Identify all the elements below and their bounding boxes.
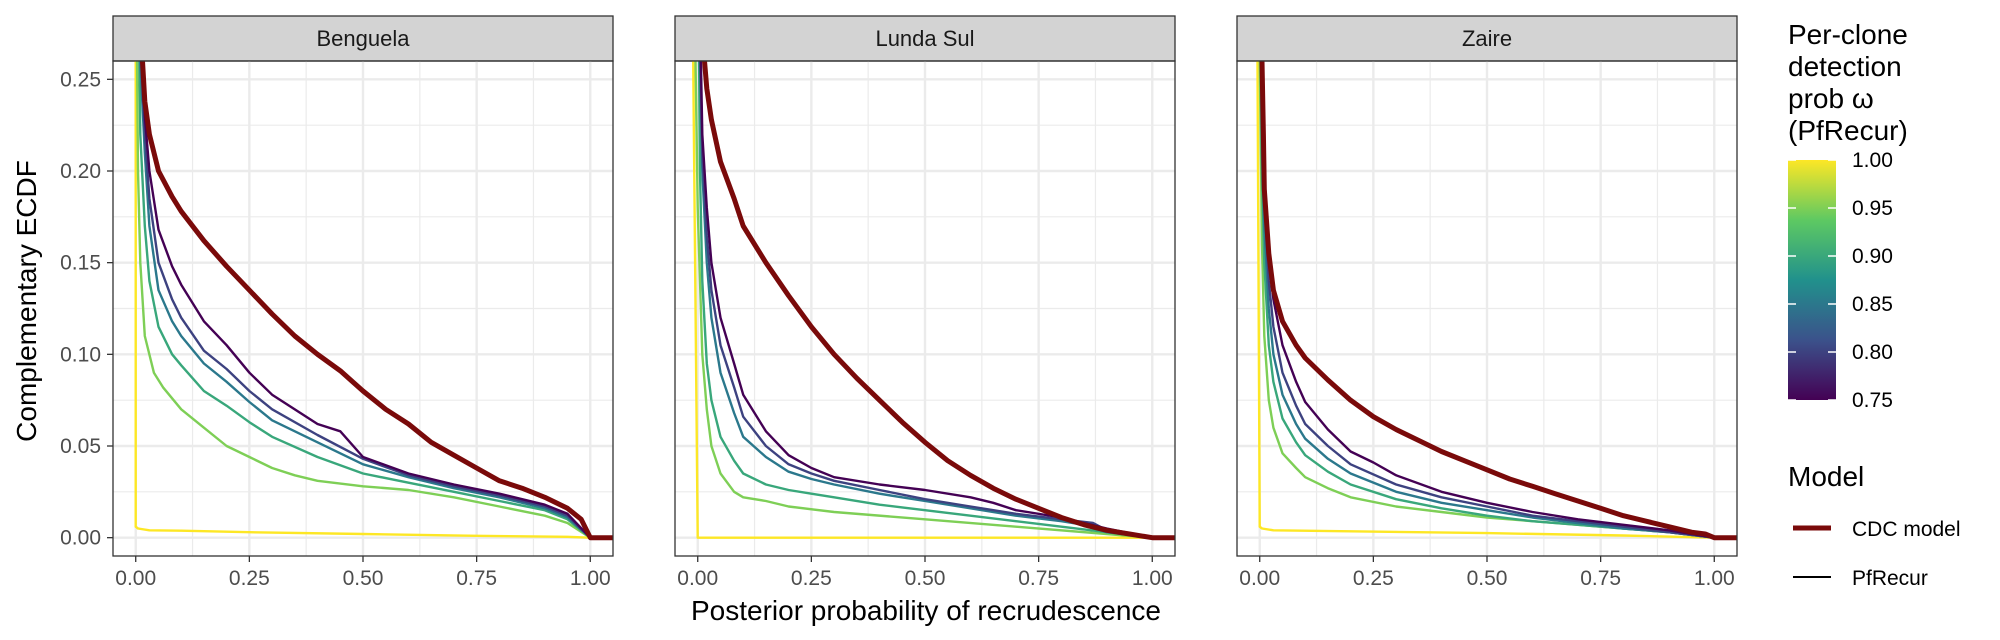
x-tick-label: 0.00 — [1239, 567, 1280, 590]
series-pfrecur-omega-0-75 — [141, 61, 592, 539]
colorbar-legend: Per-clone detection prob ω (PfRecur) 1.0… — [1788, 19, 1908, 412]
y-tick-label: 0.15 — [60, 252, 101, 275]
colorbar-tick-label: 1.00 — [1852, 149, 1893, 172]
series-pfrecur-omega-1 — [134, 61, 591, 539]
colorbar-title-line-1: Per-clone — [1788, 19, 1908, 50]
x-tick-label: 0.50 — [343, 567, 384, 590]
series-pfrecur-omega-0-8 — [699, 61, 1153, 539]
x-tick-label: 0.75 — [1580, 567, 1621, 590]
series-lines — [1256, 61, 1737, 541]
series-pfrecur-omega-0-95 — [135, 61, 591, 539]
y-axis-title: Complementary ECDF — [11, 160, 42, 442]
y-tick-label: 0.25 — [60, 68, 101, 91]
x-tick-label: 0.50 — [905, 567, 946, 590]
model-legend: Model CDC model PfRecur — [1788, 461, 1961, 590]
series-pfrecur-omega-0-85 — [139, 61, 592, 539]
y-tick-label: 0.00 — [60, 527, 101, 550]
facet-title: Lunda Sul — [875, 26, 974, 51]
facet-title: Zaire — [1462, 26, 1512, 51]
colorbar-tick-label: 0.80 — [1852, 341, 1893, 364]
legend-label-pfrecur: PfRecur — [1852, 567, 1928, 590]
x-tick-label: 0.75 — [1018, 567, 1059, 590]
x-tick-label: 1.00 — [570, 567, 611, 590]
x-tick-label: 1.00 — [1132, 567, 1173, 590]
x-tick-label: 1.00 — [1694, 567, 1735, 590]
series-lines — [134, 61, 613, 541]
y-tick-label: 0.10 — [60, 343, 101, 366]
series-lines — [692, 61, 1175, 541]
series-pfrecur-omega-0-8 — [140, 61, 592, 539]
series-pfrecur-omega-0-9 — [697, 61, 1153, 539]
colorbar-tick-label: 0.95 — [1852, 197, 1893, 220]
colorbar-ticks: 1.00 0.95 0.90 0.85 0.80 0.75 — [1788, 149, 1893, 412]
series-pfrecur-omega-0-75 — [699, 61, 1153, 539]
facet-title: Benguela — [317, 26, 411, 51]
series-pfrecur-omega-1 — [692, 61, 1153, 539]
series-cdc-model — [702, 61, 1175, 541]
model-legend-title: Model — [1788, 461, 1864, 492]
facet-strip — [1236, 15, 1738, 62]
colorbar-title-line-4: (PfRecur) — [1788, 115, 1908, 146]
series-pfrecur-omega-0-85 — [698, 61, 1153, 539]
x-tick-label: 0.75 — [456, 567, 497, 590]
x-tick-label: 0.00 — [677, 567, 718, 590]
y-tick-label: 0.20 — [60, 160, 101, 183]
series-pfrecur-omega-1 — [1256, 61, 1715, 539]
series-pfrecur-omega-0-9 — [138, 61, 592, 539]
panel-benguela: Benguela 0.00 0.25 0.50 0.75 1.00 0.00 0.05 0.10… — [60, 15, 614, 590]
x-tick-label: 0.50 — [1467, 567, 1508, 590]
x-tick-label: 0.25 — [1353, 567, 1394, 590]
x-tick-label: 0.00 — [115, 567, 156, 590]
panels: Benguela 0.00 0.25 0.50 0.75 1.00 0.00 0.05 0.10… — [60, 15, 1738, 590]
colorbar-tick-label: 0.85 — [1852, 293, 1893, 316]
colorbar-tick-label: 0.90 — [1852, 245, 1893, 268]
legend-label-cdc-model: CDC model — [1852, 518, 1961, 541]
colorbar-title-line-3: prob ω — [1788, 83, 1874, 114]
x-tick-label: 0.25 — [791, 567, 832, 590]
x-tick-label: 0.25 — [229, 567, 270, 590]
series-pfrecur-omega-0-95 — [694, 61, 1153, 539]
colorbar-gradient — [1788, 160, 1836, 400]
x-axis-title: Posterior probability of recrudescence — [691, 595, 1161, 626]
series-pfrecur-omega-0-85 — [1259, 61, 1715, 539]
series-cdc-model — [1259, 61, 1737, 541]
series-pfrecur-omega-0-9 — [1259, 61, 1715, 539]
colorbar-title-line-2: detection — [1788, 51, 1902, 82]
panel-lunda-sul: Lunda Sul 0.00 0.25 0.50 0.75 1.00 — [674, 15, 1176, 590]
facet-strip — [112, 15, 614, 62]
series-cdc-model — [140, 61, 613, 541]
colorbar-tick-label: 0.75 — [1852, 389, 1893, 412]
y-tick-label: 0.05 — [60, 435, 101, 458]
panel-zaire: Zaire 0.00 0.25 0.50 0.75 1.00 — [1236, 15, 1738, 590]
